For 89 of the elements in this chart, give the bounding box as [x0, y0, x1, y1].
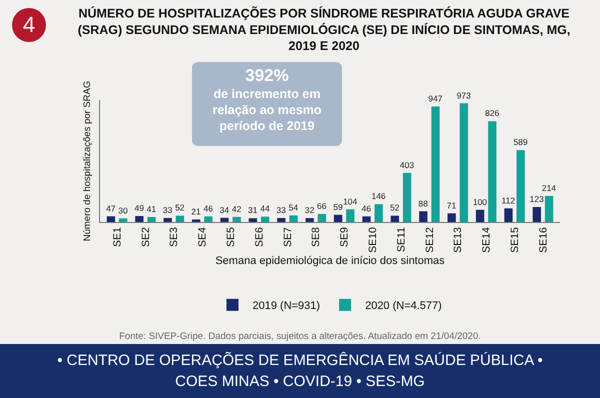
data-label: 88: [418, 198, 428, 208]
data-label: 41: [146, 204, 156, 214]
x-tick-label: SE3: [168, 227, 180, 248]
x-tick-label: SE7: [282, 227, 294, 248]
bar: [532, 206, 542, 222]
bar: [232, 216, 241, 222]
data-label: 826: [485, 108, 500, 118]
data-label: 44: [260, 204, 270, 214]
data-label: 146: [371, 191, 386, 202]
bar: [431, 106, 440, 222]
x-tick-label: SE14: [480, 227, 493, 253]
data-label: 589: [513, 137, 528, 148]
bar: [135, 216, 144, 222]
x-tick-label: SE6: [253, 227, 266, 248]
x-tick-label: SE1: [111, 227, 124, 248]
data-label: 32: [304, 205, 315, 216]
data-label: 112: [502, 195, 516, 206]
callout-box: 392% de incremento em relação ao mesmo período de 2019: [192, 62, 342, 146]
bar: [476, 210, 484, 222]
data-label: 71: [446, 200, 457, 210]
data-label: 214: [542, 182, 556, 193]
bar: [460, 103, 468, 222]
data-label: 21: [191, 206, 201, 216]
footer-banner: • CENTRO DE OPERAÇÕES DE EMERGÊNCIA EM SAÚDE PÚBLICA • COES MINAS • COVID-19 • SES-MG: [0, 344, 600, 398]
data-label: 100: [472, 196, 488, 207]
bar: [362, 216, 371, 222]
data-label: 46: [203, 203, 214, 214]
data-label: 34: [220, 204, 230, 215]
x-tick-label: SE13: [452, 227, 464, 253]
bar: [318, 214, 326, 222]
data-label: 46: [362, 203, 372, 214]
x-tick-label: SE12: [424, 227, 436, 253]
bar: [346, 209, 354, 222]
bar: [390, 216, 400, 222]
bar: [334, 214, 342, 222]
bar: [220, 218, 229, 222]
x-tick-label: SE4: [196, 227, 209, 248]
bar: [176, 216, 184, 222]
x-tick-label: SE10: [367, 227, 380, 253]
data-label: 47: [106, 203, 116, 214]
y-axis-title: Número de hospitalizações por SRAG: [82, 80, 94, 242]
data-label: 30: [118, 205, 128, 216]
bar: [516, 150, 525, 222]
bar: [402, 172, 412, 222]
bar: [289, 215, 298, 222]
bar: [306, 218, 314, 222]
x-tick-label: SE5: [225, 227, 238, 248]
number-badge: 4: [12, 8, 46, 42]
bar: [106, 216, 116, 222]
data-label: 52: [390, 202, 400, 213]
bar: [488, 121, 496, 222]
x-tick-label: SE9: [338, 227, 351, 248]
legend-label: 2020 (N=4.577): [365, 300, 442, 312]
x-axis-title: Semana epidemiológica de início dos sintomas: [215, 255, 446, 268]
data-label: 123: [530, 194, 544, 204]
data-label: 31: [248, 205, 258, 216]
data-label: 54: [288, 202, 298, 212]
data-label: 42: [232, 204, 242, 214]
bar: [277, 218, 286, 222]
data-label: 104: [343, 196, 358, 206]
bar: [192, 219, 200, 222]
data-label: 52: [175, 202, 185, 213]
data-label: 66: [317, 200, 327, 211]
bar: [504, 208, 513, 222]
bar: [448, 213, 456, 222]
bar: [544, 196, 554, 222]
bar: [204, 216, 212, 222]
x-tick-label: SE8: [310, 227, 322, 248]
data-label: 33: [276, 204, 286, 215]
source-note: Fonte: SIVEP-Gripe. Dados parciais, sujeitos a alterações. Atualizado em 21/04/2020.: [118, 331, 482, 342]
bar: [118, 218, 128, 222]
x-tick-label: SE16: [537, 227, 550, 253]
bar: [374, 204, 383, 222]
legend-label: 2019 (N=931): [252, 300, 320, 312]
x-tick-label: SE15: [508, 227, 521, 253]
data-label: 33: [162, 204, 173, 215]
data-label: 947: [428, 93, 443, 104]
chart-title: NÚMERO DE HOSPITALIZAÇÕES POR SÍNDROME RESPIRATÓRIA AGUDA GRAVE (SRAG) SEGUNDO SEMANA EPIDEMIOLÓGICA (SE) DE INÍCIO DE SINTOMAS, MG, 2019 E 2020: [78, 6, 570, 53]
bar: [147, 217, 156, 222]
data-label: 49: [134, 203, 144, 214]
bar: [164, 218, 172, 222]
data-label: 403: [400, 160, 414, 170]
x-tick-label: SE2: [140, 227, 152, 248]
data-label: 59: [333, 202, 343, 212]
bar: [260, 216, 270, 222]
x-tick-label: SE11: [395, 227, 408, 252]
bar: [248, 218, 258, 222]
data-label: 973: [456, 90, 472, 100]
bar: [419, 211, 428, 222]
